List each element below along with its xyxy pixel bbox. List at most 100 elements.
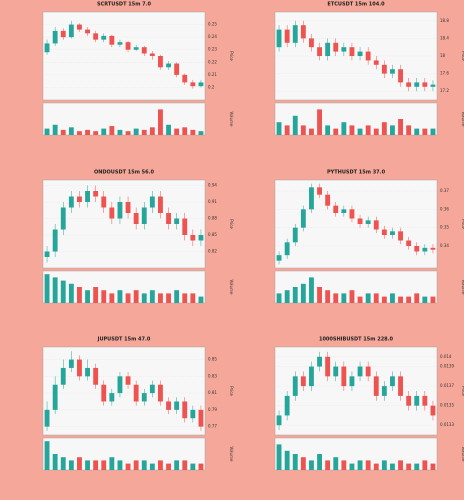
volume-bar	[133, 460, 139, 470]
candle-body	[422, 247, 428, 252]
candle-body	[101, 35, 107, 40]
volume-bar	[141, 460, 147, 470]
candle-body	[300, 209, 306, 228]
candle-body	[198, 235, 204, 241]
candle-body	[174, 63, 180, 75]
y-tick-label: 0.0135	[440, 403, 454, 408]
volume-bar	[430, 463, 436, 470]
candle-body	[149, 196, 155, 208]
y-tick-label: 0.34	[440, 243, 449, 248]
volume-bar	[325, 460, 331, 470]
y-tick-label: 0.85	[208, 232, 217, 237]
volume-bar	[109, 293, 115, 303]
candle-body	[309, 38, 314, 48]
candle-body	[149, 53, 155, 56]
y-tick-label: 0.83	[208, 373, 217, 378]
volume-bar	[68, 460, 74, 470]
candle-body	[349, 47, 355, 56]
y2-axis-label: Volume	[229, 447, 234, 462]
volume-bar	[381, 460, 387, 470]
candle-body	[158, 196, 163, 213]
candle-body	[133, 47, 139, 50]
volume-bar	[398, 119, 403, 135]
candle-body	[52, 229, 58, 252]
volume-bar	[333, 457, 339, 470]
candle-body	[381, 229, 387, 235]
candle-body	[406, 240, 412, 246]
candle-body	[68, 359, 74, 368]
volume-bar	[357, 128, 363, 135]
volume-bar	[398, 460, 403, 470]
volume-panel	[42, 270, 206, 304]
candle-body	[390, 231, 395, 235]
volume-bar	[174, 128, 180, 135]
volume-bar	[109, 457, 115, 470]
candle-body	[149, 384, 155, 394]
y2-axis-label: Volume	[461, 280, 464, 295]
volume-bar	[117, 290, 123, 303]
volume-bar	[68, 127, 74, 135]
volume-bar	[406, 296, 412, 303]
volume-bar	[174, 460, 180, 470]
volume-bar	[101, 460, 107, 470]
candle-body	[117, 202, 123, 219]
candle-body	[414, 395, 420, 406]
candle-body	[77, 359, 82, 377]
y-axis-label: Price	[229, 386, 234, 396]
candle-body	[381, 386, 387, 396]
candle-body	[357, 51, 363, 56]
volume-bar	[125, 293, 131, 303]
candle-body	[341, 47, 347, 52]
volume-bar	[430, 128, 436, 135]
volume-bar	[85, 129, 90, 135]
candle-body	[141, 207, 147, 224]
y-tick-label: 0.37	[440, 188, 449, 193]
candle-body	[158, 56, 163, 68]
candle-body	[414, 246, 420, 252]
volume-bar	[333, 293, 339, 303]
candle-body	[422, 82, 428, 87]
candle-body	[190, 82, 196, 87]
volume-bar	[341, 293, 347, 303]
y-tick-label: 0.0133	[440, 422, 454, 427]
volume-bar	[284, 450, 290, 470]
candle-body	[300, 25, 306, 39]
price-panel	[42, 179, 206, 269]
chart-title: ETCUSDT 15m 104.0	[327, 2, 385, 8]
volume-bar	[414, 128, 420, 135]
volume-panel	[42, 437, 206, 471]
volume-bar	[109, 126, 115, 135]
volume-bar	[406, 125, 412, 135]
candle-body	[357, 218, 363, 224]
y-tick-label: 0.0137	[440, 383, 454, 388]
y-axis-label: Price	[229, 219, 234, 229]
candle-body	[93, 191, 99, 197]
volume-bar	[357, 296, 363, 303]
volume-bar	[390, 125, 395, 135]
volume-bar	[77, 457, 82, 470]
candle-body	[109, 35, 115, 45]
volume-bar	[365, 293, 371, 303]
candle-body	[93, 367, 99, 385]
candle-body	[60, 30, 66, 38]
candle-body	[109, 207, 115, 219]
y-axis-label: Price	[461, 51, 464, 61]
candle-body	[422, 395, 428, 406]
volume-bar	[166, 124, 171, 135]
volume-panel	[274, 270, 438, 304]
candle-body	[365, 51, 371, 61]
candle-body	[141, 47, 147, 54]
candle-body	[52, 30, 58, 44]
chart-title: ONDOUSDT 15m 56.0	[94, 170, 155, 176]
candle-body	[284, 395, 290, 416]
volume-bar	[125, 131, 131, 135]
candle-body	[117, 42, 123, 45]
volume-panel	[274, 102, 438, 136]
volume-bar	[309, 128, 314, 135]
y-tick-label: 0.79	[208, 407, 217, 412]
volume-bar	[101, 290, 107, 303]
candle-body	[101, 384, 107, 402]
candle-body	[44, 409, 50, 427]
volume-bar	[390, 293, 395, 303]
volume-bar	[349, 463, 355, 470]
